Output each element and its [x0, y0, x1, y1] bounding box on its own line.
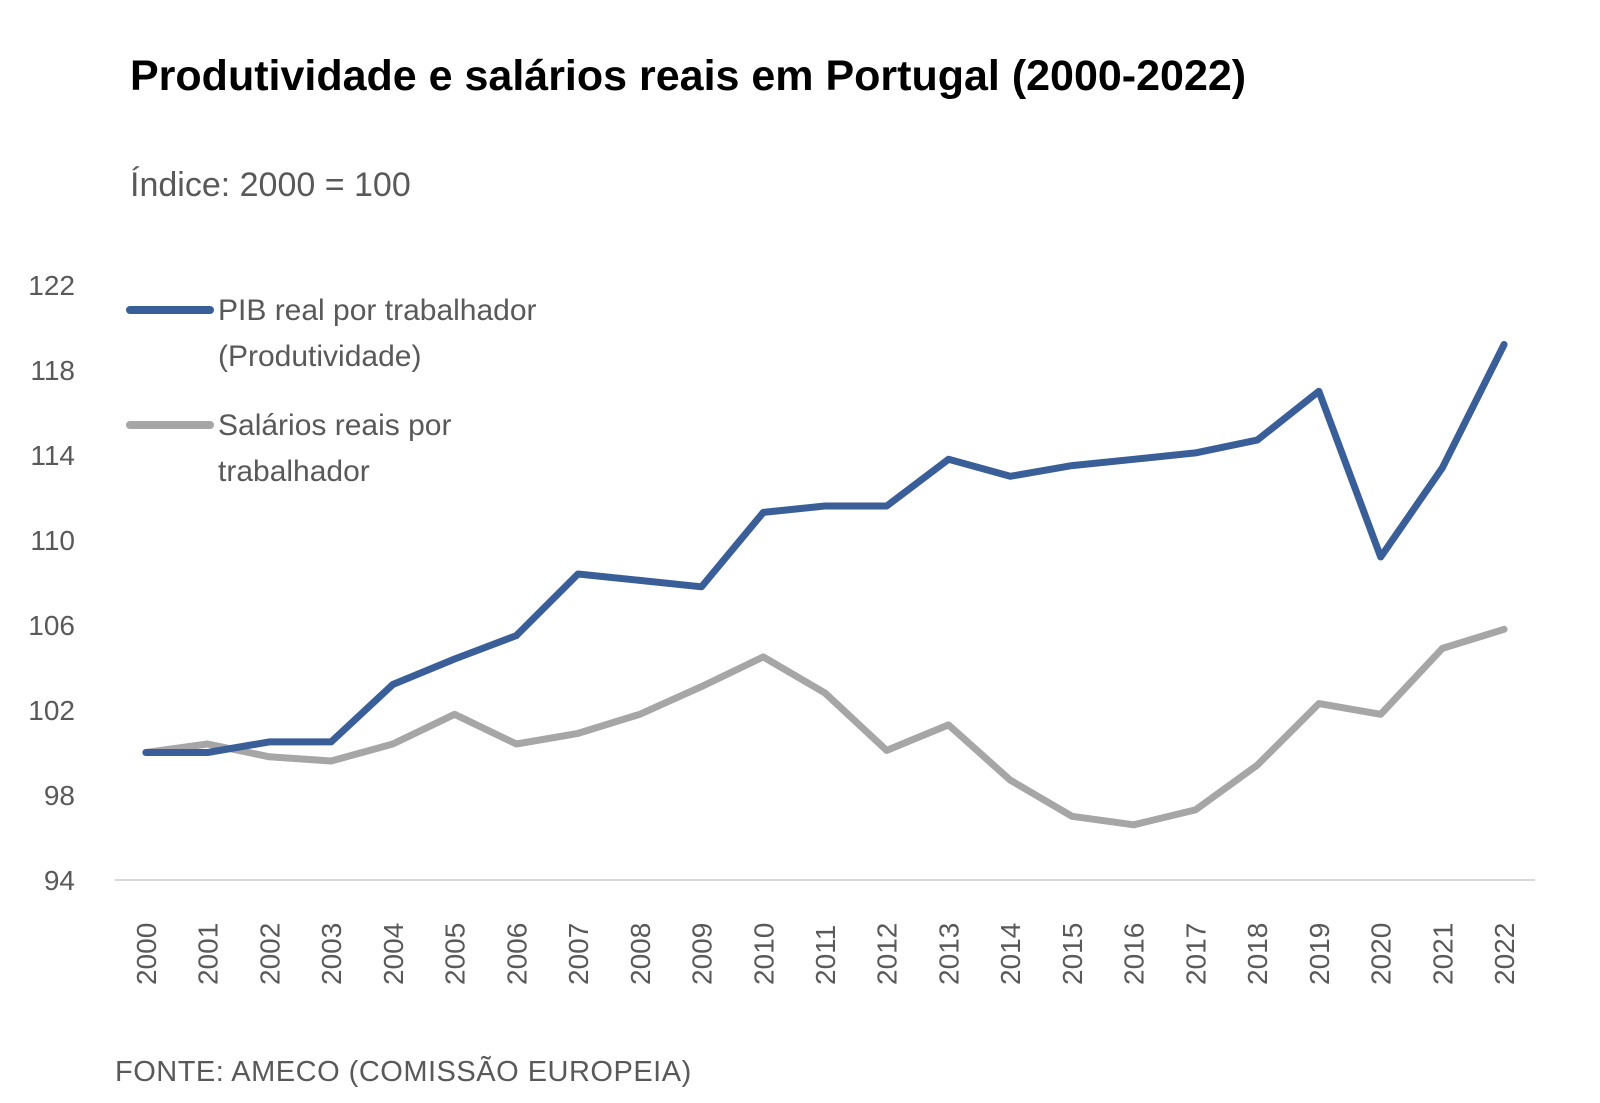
x-tick-label: 2008	[625, 923, 656, 985]
x-tick-label: 2001	[193, 923, 224, 985]
x-tick-label: 2013	[933, 923, 964, 985]
x-tick-label: 2021	[1427, 923, 1458, 985]
series-line-salarios	[142, 625, 1508, 829]
x-tick-label: 2006	[501, 923, 532, 985]
y-tick-label: 110	[30, 525, 75, 556]
x-tick-label: 2004	[378, 923, 409, 985]
x-tick-label: 2018	[1242, 923, 1273, 985]
x-tick-label: 2016	[1119, 923, 1150, 985]
x-tick-label: 2011	[810, 925, 841, 985]
chart-title: Produtividade e salários reais em Portug…	[130, 52, 1247, 100]
y-tick-label: 98	[44, 780, 75, 811]
x-tick-label: 2020	[1366, 923, 1397, 985]
y-tick-label: 122	[28, 270, 75, 301]
source-note: FONTE: AMECO (COMISSÃO EUROPEIA)	[115, 1056, 692, 1088]
chart-subtitle: Índice: 2000 = 100	[130, 166, 411, 204]
legend: PIB real por trabalhador (Produtividade) S…	[126, 294, 537, 488]
x-tick-label: 2017	[1180, 923, 1211, 985]
y-tick-label: 114	[30, 440, 75, 471]
y-tick-label: 102	[28, 695, 75, 726]
legend-label: trabalhador	[218, 455, 370, 488]
legend-label: (Produtividade)	[218, 340, 421, 373]
x-tick-label: 2005	[440, 923, 471, 985]
x-tick-label: 2003	[316, 923, 347, 985]
x-tick-label: 2022	[1489, 923, 1520, 985]
x-tick-label: 2002	[254, 923, 285, 985]
legend-label: PIB real por trabalhador	[218, 294, 537, 327]
y-tick-label: 106	[28, 610, 75, 641]
series-line-pib	[142, 341, 1508, 756]
x-tick-label: 2009	[687, 923, 718, 985]
x-tick-label: 2007	[563, 923, 594, 985]
x-tick-label: 2012	[872, 923, 903, 985]
y-tick-label: 118	[30, 355, 75, 386]
x-tick-label: 2010	[748, 923, 779, 985]
x-tick-label: 2014	[995, 923, 1026, 985]
x-tick-label: 2019	[1304, 923, 1335, 985]
series-lines	[142, 341, 1508, 829]
x-tick-label: 2000	[131, 923, 162, 985]
y-tick-label: 94	[44, 865, 75, 896]
legend-label: Salários reais por	[218, 409, 451, 442]
y-axis-ticks: 94 98 102 106 110 114 118 122	[28, 270, 75, 896]
x-tick-label: 2015	[1057, 923, 1088, 985]
x-axis-ticks: 2000 2001 2002 2003 2004 2005 2006 2007 2008 2009…	[131, 923, 1520, 985]
